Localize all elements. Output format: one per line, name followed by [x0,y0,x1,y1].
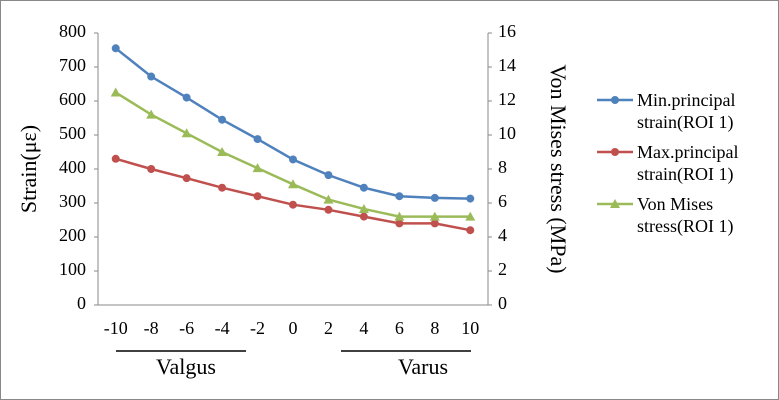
x-tick-label: -10 [104,318,128,338]
legend-key [597,96,633,104]
legend-marker [610,199,620,208]
y-tick-label: 100 [59,259,86,279]
marker [182,93,191,102]
x-tick-label: -2 [250,318,265,338]
marker [288,179,298,189]
legend-item: Max.principal strain(ROI 1) [597,141,767,185]
x-tick-label: 8 [430,318,439,338]
marker [218,115,227,124]
y2-tick-label: 14 [498,55,516,75]
marker [395,219,404,228]
marker [430,193,439,202]
y2-axis-title: Von Mises stress (MPa) [546,64,571,273]
y2-tick-label: 6 [498,191,507,211]
marker [324,205,333,214]
legend-key [597,148,633,156]
annotation: Varus [398,354,448,379]
y-tick-label: 200 [59,225,86,245]
marker [359,183,368,192]
x-tick-label: 4 [359,318,368,338]
y2-tick-label: 8 [498,157,507,177]
y-axis-title: Strain(με) [16,125,41,213]
legend-key [597,199,633,208]
legend-item: Von Mises stress(ROI 1) [597,193,767,237]
legend-label: Min.principal strain(ROI 1) [637,90,736,132]
y-tick-label: 600 [59,89,86,109]
marker [466,226,475,235]
marker [289,200,297,209]
marker [181,128,192,138]
y-tick-label: 0 [77,293,86,313]
marker [218,183,227,192]
x-tick-label: 6 [395,318,404,338]
y2-tick-label: 16 [498,21,516,41]
marker [252,163,263,173]
legend: Min.principal strain(ROI 1) Max.principal… [597,89,767,245]
legend-marker [611,96,619,104]
x-tick-label: -8 [144,318,159,338]
marker [111,44,120,53]
legend-label: Von Mises stress(ROI 1) [637,194,734,236]
legend-label: Max.principal strain(ROI 1) [637,142,739,184]
y2-tick-label: 0 [498,293,507,313]
marker [430,219,439,228]
marker [395,192,404,201]
y-tick-label: 500 [59,123,86,143]
marker [465,211,476,221]
marker [217,147,228,156]
x-tick-label: -4 [215,318,230,338]
y2-tick-label: 2 [498,259,507,279]
marker [110,87,121,97]
series-line [115,157,471,232]
marker [466,194,475,203]
x-tick-label: 2 [324,318,333,338]
marker [429,211,440,221]
y-tick-label: 300 [59,191,86,211]
x-tick-label: -6 [179,318,194,338]
y-tick-label: 400 [59,157,86,177]
marker [394,211,405,221]
marker [146,109,157,119]
marker [324,171,333,180]
legend-marker [611,148,619,156]
y2-tick-label: 12 [498,89,516,109]
y2-tick-label: 10 [498,123,516,143]
x-tick-label: 10 [461,318,479,338]
y2-tick-label: 4 [498,225,507,245]
marker [359,212,368,221]
marker [182,174,191,183]
annotation: Valgus [156,354,216,379]
marker [147,165,156,173]
marker [358,203,369,213]
chart: Strain(με) Von Mises stress (MPa) Valgus… [16,21,571,379]
marker [147,72,156,81]
marker [323,194,334,204]
y-tick-label: 800 [59,21,86,41]
x-tick-label: 0 [289,318,298,338]
marker [253,135,262,144]
y-tick-label: 700 [59,55,86,75]
legend-item: Min.principal strain(ROI 1) [597,89,767,133]
marker [111,154,120,163]
marker [289,155,297,164]
marker [253,192,262,201]
